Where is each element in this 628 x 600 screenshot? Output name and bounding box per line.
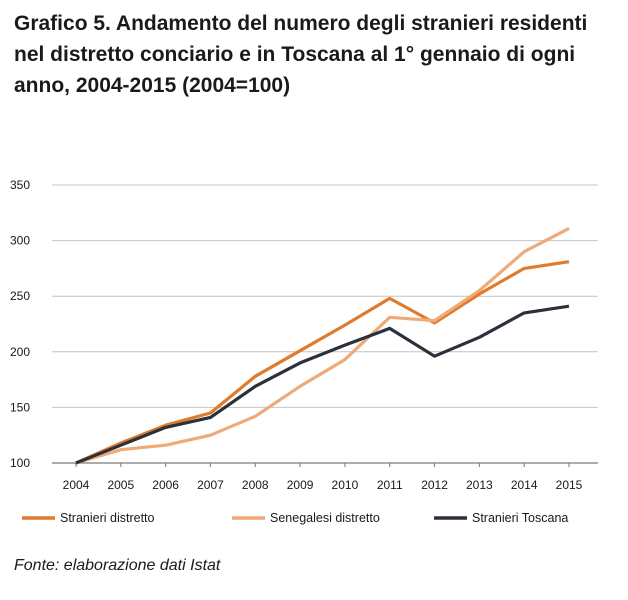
series-line-stranieri-distretto bbox=[75, 260, 570, 465]
legend-label-1: Senegalesi distretto bbox=[270, 511, 380, 525]
x-tick-label-2008: 2008 bbox=[242, 478, 269, 492]
y-tick-label-250: 250 bbox=[10, 289, 30, 303]
x-tick-label-2012: 2012 bbox=[421, 478, 448, 492]
y-tick-label-300: 300 bbox=[10, 234, 30, 248]
y-tick-label-150: 150 bbox=[10, 400, 30, 414]
y-axis: 100 150 200 250 300 350 bbox=[10, 178, 30, 470]
source-note: Fonte: elaborazione dati Istat bbox=[14, 557, 221, 574]
x-tick-label-2011: 2011 bbox=[377, 478, 403, 492]
x-tick-label-2013: 2013 bbox=[466, 478, 493, 492]
x-axis: 2004 2005 2006 2007 2008 2009 2010 2011 2012 2013… bbox=[52, 462, 598, 492]
x-tick-label-2009: 2009 bbox=[287, 478, 314, 492]
series-line-stranieri-toscana bbox=[75, 304, 570, 465]
x-tick-label-2014: 2014 bbox=[511, 478, 538, 492]
series-line-senegalesi-distretto bbox=[75, 226, 570, 465]
legend-label-2: Stranieri Toscana bbox=[472, 511, 568, 525]
legend: Stranieri distretto Senegalesi distretto S… bbox=[22, 511, 568, 525]
x-tick-label-2015: 2015 bbox=[556, 478, 583, 492]
x-tick-label-2010: 2010 bbox=[332, 478, 359, 492]
gridlines bbox=[52, 184, 598, 408]
x-tick-label-2004: 2004 bbox=[63, 478, 90, 492]
y-tick-label-200: 200 bbox=[10, 345, 30, 359]
x-tick-label-2006: 2006 bbox=[152, 478, 179, 492]
x-tick-label-2005: 2005 bbox=[107, 478, 134, 492]
y-tick-label-350: 350 bbox=[10, 178, 30, 192]
y-tick-label-100: 100 bbox=[10, 456, 30, 470]
x-tick-label-2007: 2007 bbox=[197, 478, 224, 492]
legend-label-0: Stranieri distretto bbox=[60, 511, 155, 525]
series-lines bbox=[75, 226, 570, 465]
chart-title: Grafico 5. Andamento del numero degli st… bbox=[14, 12, 588, 97]
